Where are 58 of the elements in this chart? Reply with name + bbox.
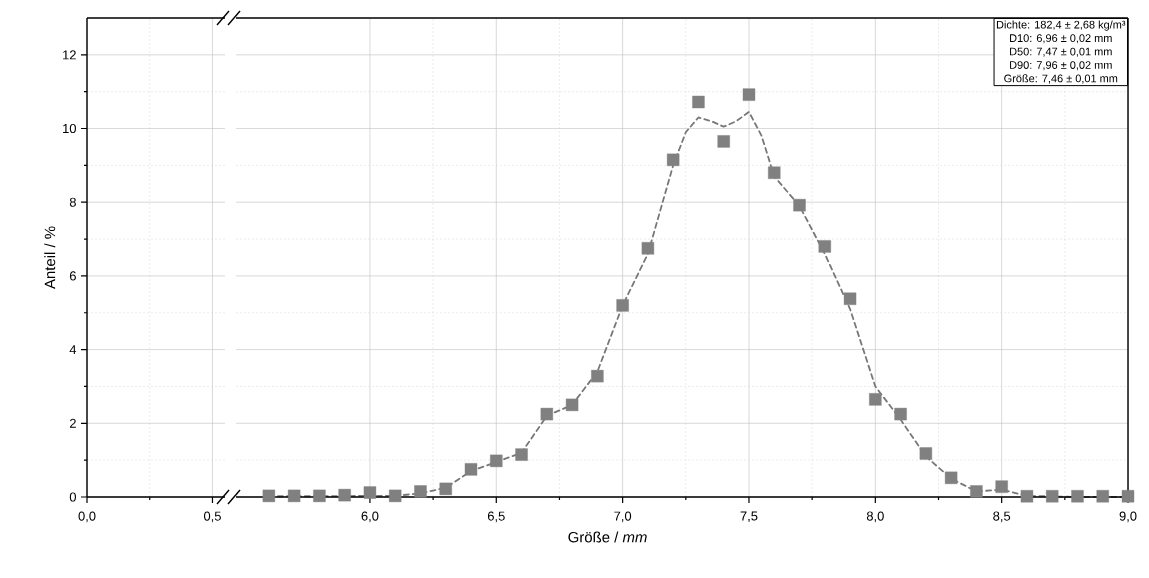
annotation: Dichte: 182,4 ± 2,68 kg/m³ (996, 20, 1126, 31)
point (616, 299, 629, 312)
point (490, 454, 503, 468)
annotation: Größe: 7,46 ± 0,01 mm (1004, 74, 1118, 84)
point (894, 407, 907, 421)
y-tick-label: 0 (69, 492, 76, 502)
point (338, 488, 351, 502)
point (414, 485, 427, 498)
point (692, 95, 705, 109)
point (843, 292, 857, 305)
annotation: D50: 7,47 ± 0,01 mm (1010, 47, 1112, 57)
point (793, 198, 806, 212)
y-tick-label: 10 (63, 123, 76, 134)
y-tick-label: 8 (69, 197, 76, 207)
point (641, 242, 655, 255)
point (768, 166, 781, 179)
y-tick-label: 4 (69, 345, 77, 355)
point (1071, 490, 1084, 503)
point (742, 88, 756, 101)
point (919, 447, 933, 460)
x-tick-label: 6,5 (487, 511, 505, 523)
point (944, 471, 958, 485)
point (1121, 490, 1135, 503)
x-axis-title: Größe / mm (568, 531, 647, 543)
x-tick-label: 6,0 (361, 511, 379, 523)
point (287, 489, 301, 503)
y-tick-label: 6 (69, 271, 76, 281)
y-tick-label: 2 (69, 418, 76, 428)
point (313, 489, 326, 503)
x-tick-label: 7,5 (740, 511, 758, 523)
point (565, 398, 579, 412)
point (869, 393, 882, 406)
point (1096, 490, 1109, 503)
annotation: D10: 6,96 ± 0,02 mm (1010, 34, 1112, 44)
x-tick-label: 7,0 (614, 511, 632, 523)
point (995, 480, 1008, 493)
point (1020, 490, 1034, 503)
point (666, 153, 680, 167)
point (389, 489, 402, 503)
point (262, 489, 276, 503)
x-tick-label: 0,0 (78, 511, 96, 523)
y-tick-label: 12 (63, 50, 76, 60)
point (818, 240, 831, 253)
x-tick-label: 8,0 (866, 511, 884, 523)
annotation: D90: 7,96 ± 0,02 mm (1010, 61, 1112, 71)
point (1046, 490, 1059, 503)
x-tick-label: 0,5 (203, 511, 221, 523)
point (439, 482, 452, 496)
point (970, 485, 983, 498)
y-axis-title: Anteil / % (44, 226, 56, 290)
x-tick-label: 8,5 (993, 511, 1011, 523)
point (464, 463, 478, 476)
point (540, 407, 554, 421)
point (363, 486, 377, 499)
point (591, 369, 604, 383)
point (717, 135, 730, 148)
x-tick-label: 9,0 (1119, 511, 1137, 523)
point (515, 448, 528, 461)
